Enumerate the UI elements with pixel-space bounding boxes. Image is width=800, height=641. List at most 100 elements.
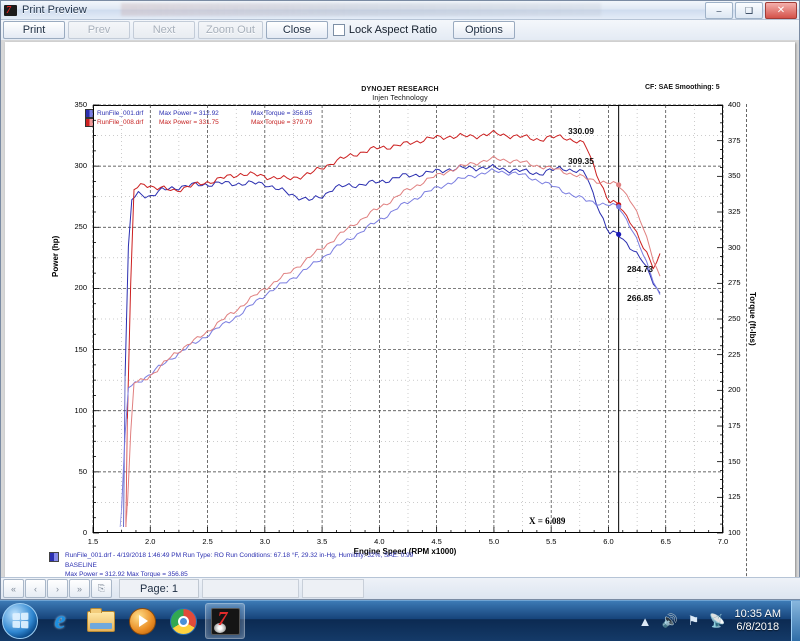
clock-date: 6/8/2018: [736, 621, 780, 633]
faded-document-path: [121, 3, 601, 16]
start-button[interactable]: [2, 603, 38, 639]
action-center-icon[interactable]: ⚑: [687, 613, 700, 628]
prev-page-button[interactable]: Prev: [68, 21, 130, 39]
x-axis-tick-label: 1.5: [87, 537, 99, 546]
x-axis-tick-label: 3.5: [316, 537, 328, 546]
point-label-torque-red: 330.09: [568, 126, 594, 136]
y-axis-right-tick-label: 325: [728, 207, 741, 216]
print-preview-window: 7 Print Preview – ❑ ✕ Print Prev Next Zo…: [0, 0, 800, 600]
legend-max-torque: Max Torque = 356.85: [251, 110, 313, 117]
chart-legend: RunFile_001.drf Max Power = 312.92 Max T…: [85, 109, 312, 127]
run-info-block: RunFile_001.drf - 4/19/2018 1:46:49 PM R…: [45, 551, 765, 577]
dyno-chart: DYNOJET RESEARCH Injen Technology CF: SA…: [5, 42, 795, 577]
x-axis-tick-label: 6.5: [660, 537, 671, 546]
run-line-name: BASELINE: [65, 561, 97, 569]
print-button-label: Print: [22, 24, 46, 36]
internet-explorer-icon: e: [54, 607, 66, 634]
legend-file: RunFile_008.drf: [97, 119, 144, 126]
window-title: Print Preview: [22, 4, 87, 16]
point-label-torque-blue: 309.35: [568, 156, 594, 166]
first-page-button[interactable]: «: [3, 579, 24, 598]
y-axis-left-tick-label: 250: [74, 222, 87, 232]
dynojet-icon: 7: [210, 607, 240, 635]
y-axis-right-tick-label: 150: [728, 456, 741, 466]
printed-page: DYNOJET RESEARCH Injen Technology CF: SA…: [5, 42, 795, 577]
y-axis-left-tick-label: 200: [74, 283, 87, 293]
last-page-button[interactable]: »: [69, 579, 90, 598]
y-axis-right-tick-label: 175: [728, 421, 741, 430]
close-icon: ✕: [776, 4, 786, 16]
y-axis-right-tick-label: 375: [728, 135, 741, 145]
x-axis-tick-label: 2.5: [202, 537, 213, 546]
taskbar-item-internet-explorer[interactable]: e: [41, 604, 79, 638]
system-tray: ▲ 🔊 ⚑ 📡 10:35 AM 6/8/2018: [634, 601, 791, 641]
close-button[interactable]: ✕: [765, 2, 797, 19]
y-axis-right-tick-label: 250: [728, 314, 741, 323]
status-panel-1: [202, 579, 299, 598]
options-button[interactable]: Options: [452, 21, 515, 39]
taskbar-item-google-chrome[interactable]: [164, 604, 202, 638]
y-axis-left-tick-label: 150: [74, 344, 87, 354]
x-axis-tick-label: 2.0: [145, 537, 156, 546]
clock-time: 10:35 AM: [734, 608, 781, 620]
checkbox-box[interactable]: [332, 24, 345, 36]
preview-scroll-area[interactable]: DYNOJET RESEARCH Injen Technology CF: SA…: [1, 40, 799, 577]
next-page-button[interactable]: Next: [133, 21, 195, 39]
status-panel-2: [302, 579, 364, 598]
next-page-icon: ›: [56, 583, 59, 594]
y-axis-right-tick-label: 100: [728, 528, 741, 537]
run-info-list: RunFile_001.drf - 4/19/2018 1:46:49 PM R…: [45, 551, 765, 577]
y-axis-left-tick-label: 100: [74, 405, 87, 415]
close-button-label: Close: [282, 24, 311, 36]
chrome-icon: [169, 607, 197, 635]
prev-button-label: Prev: [87, 24, 111, 36]
y-axis-right-tick-label: 400: [728, 100, 741, 109]
legend-max-torque: Max Torque = 379.79: [251, 119, 313, 126]
zoom-out-button-label: Zoom Out: [206, 24, 255, 36]
network-icon[interactable]: 📡: [709, 613, 726, 628]
legend-file: RunFile_001.drf: [97, 110, 144, 117]
page-crop-guide-right: [746, 104, 748, 577]
taskbar-item-windows-media-player[interactable]: [123, 604, 161, 638]
dynojet-icon: 7: [4, 4, 18, 17]
previous-page-button[interactable]: ‹: [25, 579, 46, 598]
lock-aspect-ratio-checkbox[interactable]: Lock Aspect Ratio: [332, 24, 437, 36]
media-player-icon: [128, 607, 156, 635]
print-document-button[interactable]: ⎘: [91, 579, 112, 598]
windows-logo-icon: [12, 612, 29, 629]
zoom-out-button[interactable]: Zoom Out: [198, 21, 263, 39]
title-bar: 7 Print Preview – ❑ ✕: [1, 1, 799, 20]
y-axis-right-tick-label: 225: [728, 349, 741, 359]
y-axis-left-title: Power (hp): [51, 235, 60, 277]
volume-icon[interactable]: 🔊: [661, 613, 678, 628]
cursor-x-readout: X = 6.089: [529, 516, 566, 526]
x-axis-tick-label: 7.0: [717, 537, 729, 546]
next-page-button[interactable]: ›: [47, 579, 68, 598]
y-axis-left-tick-label: 300: [74, 161, 87, 171]
chart-header-company: DYNOJET RESEARCH: [361, 86, 439, 93]
taskbar-item-windows-explorer[interactable]: [82, 604, 120, 638]
options-button-label: Options: [465, 24, 503, 36]
show-hidden-icons-icon[interactable]: ▲: [638, 613, 652, 629]
point-label-power-blue: 266.85: [627, 293, 653, 303]
y-axis-right-tick-label: 125: [728, 492, 741, 502]
y-axis-right-tick-label: 200: [728, 385, 741, 395]
maximize-button[interactable]: ❑: [735, 2, 763, 19]
print-button[interactable]: Print: [3, 21, 65, 39]
maximize-icon: ❑: [744, 5, 754, 15]
correction-factor-note: CF: SAE Smoothing: 5: [645, 84, 720, 91]
next-button-label: Next: [152, 24, 176, 36]
plot-canvas: [92, 104, 724, 534]
x-axis-tick-label: 5.0: [488, 537, 500, 546]
clock[interactable]: 10:35 AM 6/8/2018: [731, 608, 787, 634]
windows-taskbar: e 7 ▲ 🔊 ⚑ 📡 10:35 AM 6/8/2018: [0, 600, 800, 641]
taskbar-item-dynojet[interactable]: 7: [205, 603, 245, 639]
minimize-button[interactable]: –: [705, 2, 733, 19]
y-axis-right-tick-label: 275: [728, 278, 741, 288]
close-preview-button[interactable]: Close: [265, 21, 328, 39]
print-document-icon: ⎘: [97, 583, 106, 593]
minimize-icon: –: [716, 5, 722, 15]
x-axis-tick-label: 3.0: [259, 537, 271, 546]
show-desktop-button[interactable]: [791, 601, 800, 641]
last-page-icon: »: [76, 583, 82, 594]
